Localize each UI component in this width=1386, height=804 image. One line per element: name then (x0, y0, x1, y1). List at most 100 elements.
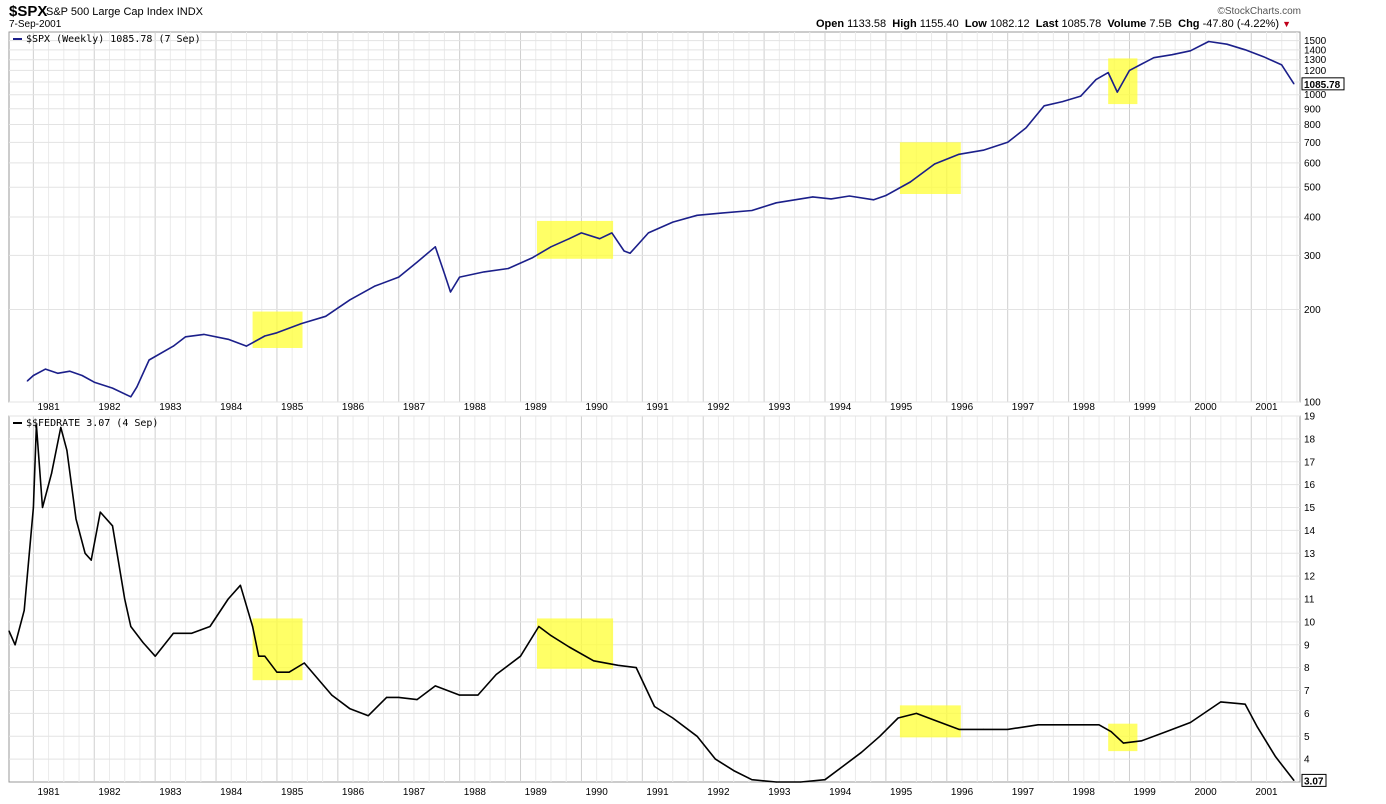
fed-x-tick-label: 1990 (586, 787, 609, 798)
fed-highlight-band (1108, 723, 1138, 752)
fed-y-tick-label: 19 (1304, 412, 1316, 423)
fed-data-point (398, 696, 400, 698)
spx-y-tick-label: 700 (1304, 138, 1321, 149)
spx-y-tick-label: 100 (1304, 398, 1321, 409)
fed-data-point (41, 506, 44, 509)
fed-data-point (99, 511, 101, 513)
spx-x-tick-label: 1981 (37, 402, 60, 413)
fed-data-point (733, 769, 735, 772)
spx-last-value-label: 1085.78 (1304, 80, 1341, 91)
spx-data-point (300, 322, 302, 325)
spx-data-point (136, 386, 138, 388)
fed-data-point (1007, 728, 1009, 730)
spx-y-tick-label: 1000 (1304, 90, 1327, 101)
fed-data-point (1037, 724, 1039, 726)
spx-data-point (1061, 100, 1064, 103)
spx-data-point (1107, 72, 1109, 74)
fed-data-point (568, 646, 570, 648)
fed-data-point (550, 635, 552, 637)
fed-data-point (800, 781, 802, 783)
fed-y-tick-label: 11 (1304, 595, 1315, 606)
fed-data-point (60, 426, 62, 429)
fed-data-point (714, 758, 716, 760)
spx-data-point (1226, 43, 1228, 45)
fed-y-tick-label: 16 (1304, 480, 1316, 491)
spx-data-point (373, 285, 375, 287)
spx-x-tick-label: 1993 (768, 402, 791, 413)
fed-x-tick-label: 1996 (951, 787, 974, 798)
spx-x-tick-label: 1988 (464, 402, 487, 413)
brand-label[interactable]: ©StockCharts.com (1217, 6, 1301, 17)
fed-x-tick-label: 1985 (281, 787, 304, 798)
spx-x-tick-label: 1990 (586, 402, 609, 413)
fed-data-point (1293, 779, 1295, 781)
fed-data-point (8, 630, 10, 632)
fed-x-tick-label: 1999 (1134, 787, 1157, 798)
fed-panel: 4 5 6 7 8 9 10 11 12 13 14 15 16 17 18 19 1981 1982 1983 19… (8, 412, 1327, 798)
spx-data-point (812, 196, 814, 198)
spx-data-point (449, 291, 452, 293)
spx-data-point (885, 194, 887, 197)
fed-y-tick-label: 17 (1304, 457, 1316, 468)
fed-data-point (14, 644, 16, 646)
spx-x-tick-label: 1999 (1134, 402, 1157, 413)
spx-data-point (629, 252, 631, 254)
fed-x-tick-label: 1989 (525, 787, 548, 798)
fed-highlight-band (252, 618, 303, 681)
fed-data-point (349, 708, 351, 710)
fed-data-point (367, 715, 369, 717)
fed-data-point (209, 625, 211, 628)
spx-x-tick-label: 1992 (707, 402, 730, 413)
spx-data-point (184, 336, 187, 338)
index-name: S&P 500 Large Cap Index (46, 6, 174, 18)
fed-data-point (860, 751, 863, 753)
chart-header: $SPX S&P 500 Large Cap Index INDX 7-Sep-… (0, 0, 1386, 32)
spx-data-point (672, 221, 674, 223)
spx-data-point (532, 257, 534, 259)
spx-data-point (1080, 95, 1082, 97)
fed-data-point (459, 694, 461, 696)
spx-data-point (1293, 83, 1295, 85)
spx-data-point (873, 199, 875, 201)
spx-data-point (611, 232, 613, 234)
fed-data-point (751, 779, 753, 781)
fed-data-point (51, 472, 53, 474)
spx-data-point (1128, 69, 1131, 71)
spx-data-point (623, 250, 625, 252)
fed-data-point (111, 525, 114, 527)
fed-data-point (154, 655, 156, 657)
fed-data-point (897, 717, 899, 719)
volume-label: Volume (1107, 18, 1147, 30)
fed-x-tick-label: 1981 (37, 787, 60, 798)
fed-x-tick-label: 1984 (220, 787, 243, 798)
fed-data-point (1122, 742, 1125, 744)
fed-data-point (239, 584, 242, 586)
fed-data-point (1244, 703, 1246, 705)
fed-data-point (1141, 740, 1143, 742)
fed-data-point (1098, 724, 1100, 726)
spx-data-point (459, 276, 461, 278)
spx-x-tick-label: 1998 (1073, 402, 1096, 413)
spx-y-tick-label: 200 (1304, 305, 1321, 316)
fed-data-point (635, 667, 637, 669)
spx-data-point (1095, 78, 1097, 81)
fed-y-tick-label: 13 (1304, 549, 1316, 560)
spx-data-point (264, 335, 266, 337)
spx-data-point (599, 238, 601, 240)
spx-data-point (1208, 40, 1210, 43)
fed-x-tick-label: 1997 (1012, 787, 1035, 798)
high-value: 1155.40 (919, 18, 959, 30)
spx-x-tick-label: 1994 (829, 402, 852, 413)
spx-data-point (416, 261, 418, 263)
fed-data-point (495, 673, 497, 676)
fed-legend-text: $$FEDRATE 3.07 (4 Sep) (26, 418, 158, 429)
fed-y-tick-label: 14 (1304, 526, 1316, 537)
spx-y-tick-label: 400 (1304, 213, 1321, 224)
fed-data-point (653, 705, 656, 708)
exchange-label: INDX (176, 6, 203, 18)
fed-data-point (264, 655, 266, 657)
spx-x-tick-label: 2001 (1255, 402, 1278, 413)
spx-data-point (483, 271, 485, 273)
fed-x-tick-label: 1994 (829, 787, 852, 798)
spx-x-tick-label: 1987 (403, 402, 426, 413)
